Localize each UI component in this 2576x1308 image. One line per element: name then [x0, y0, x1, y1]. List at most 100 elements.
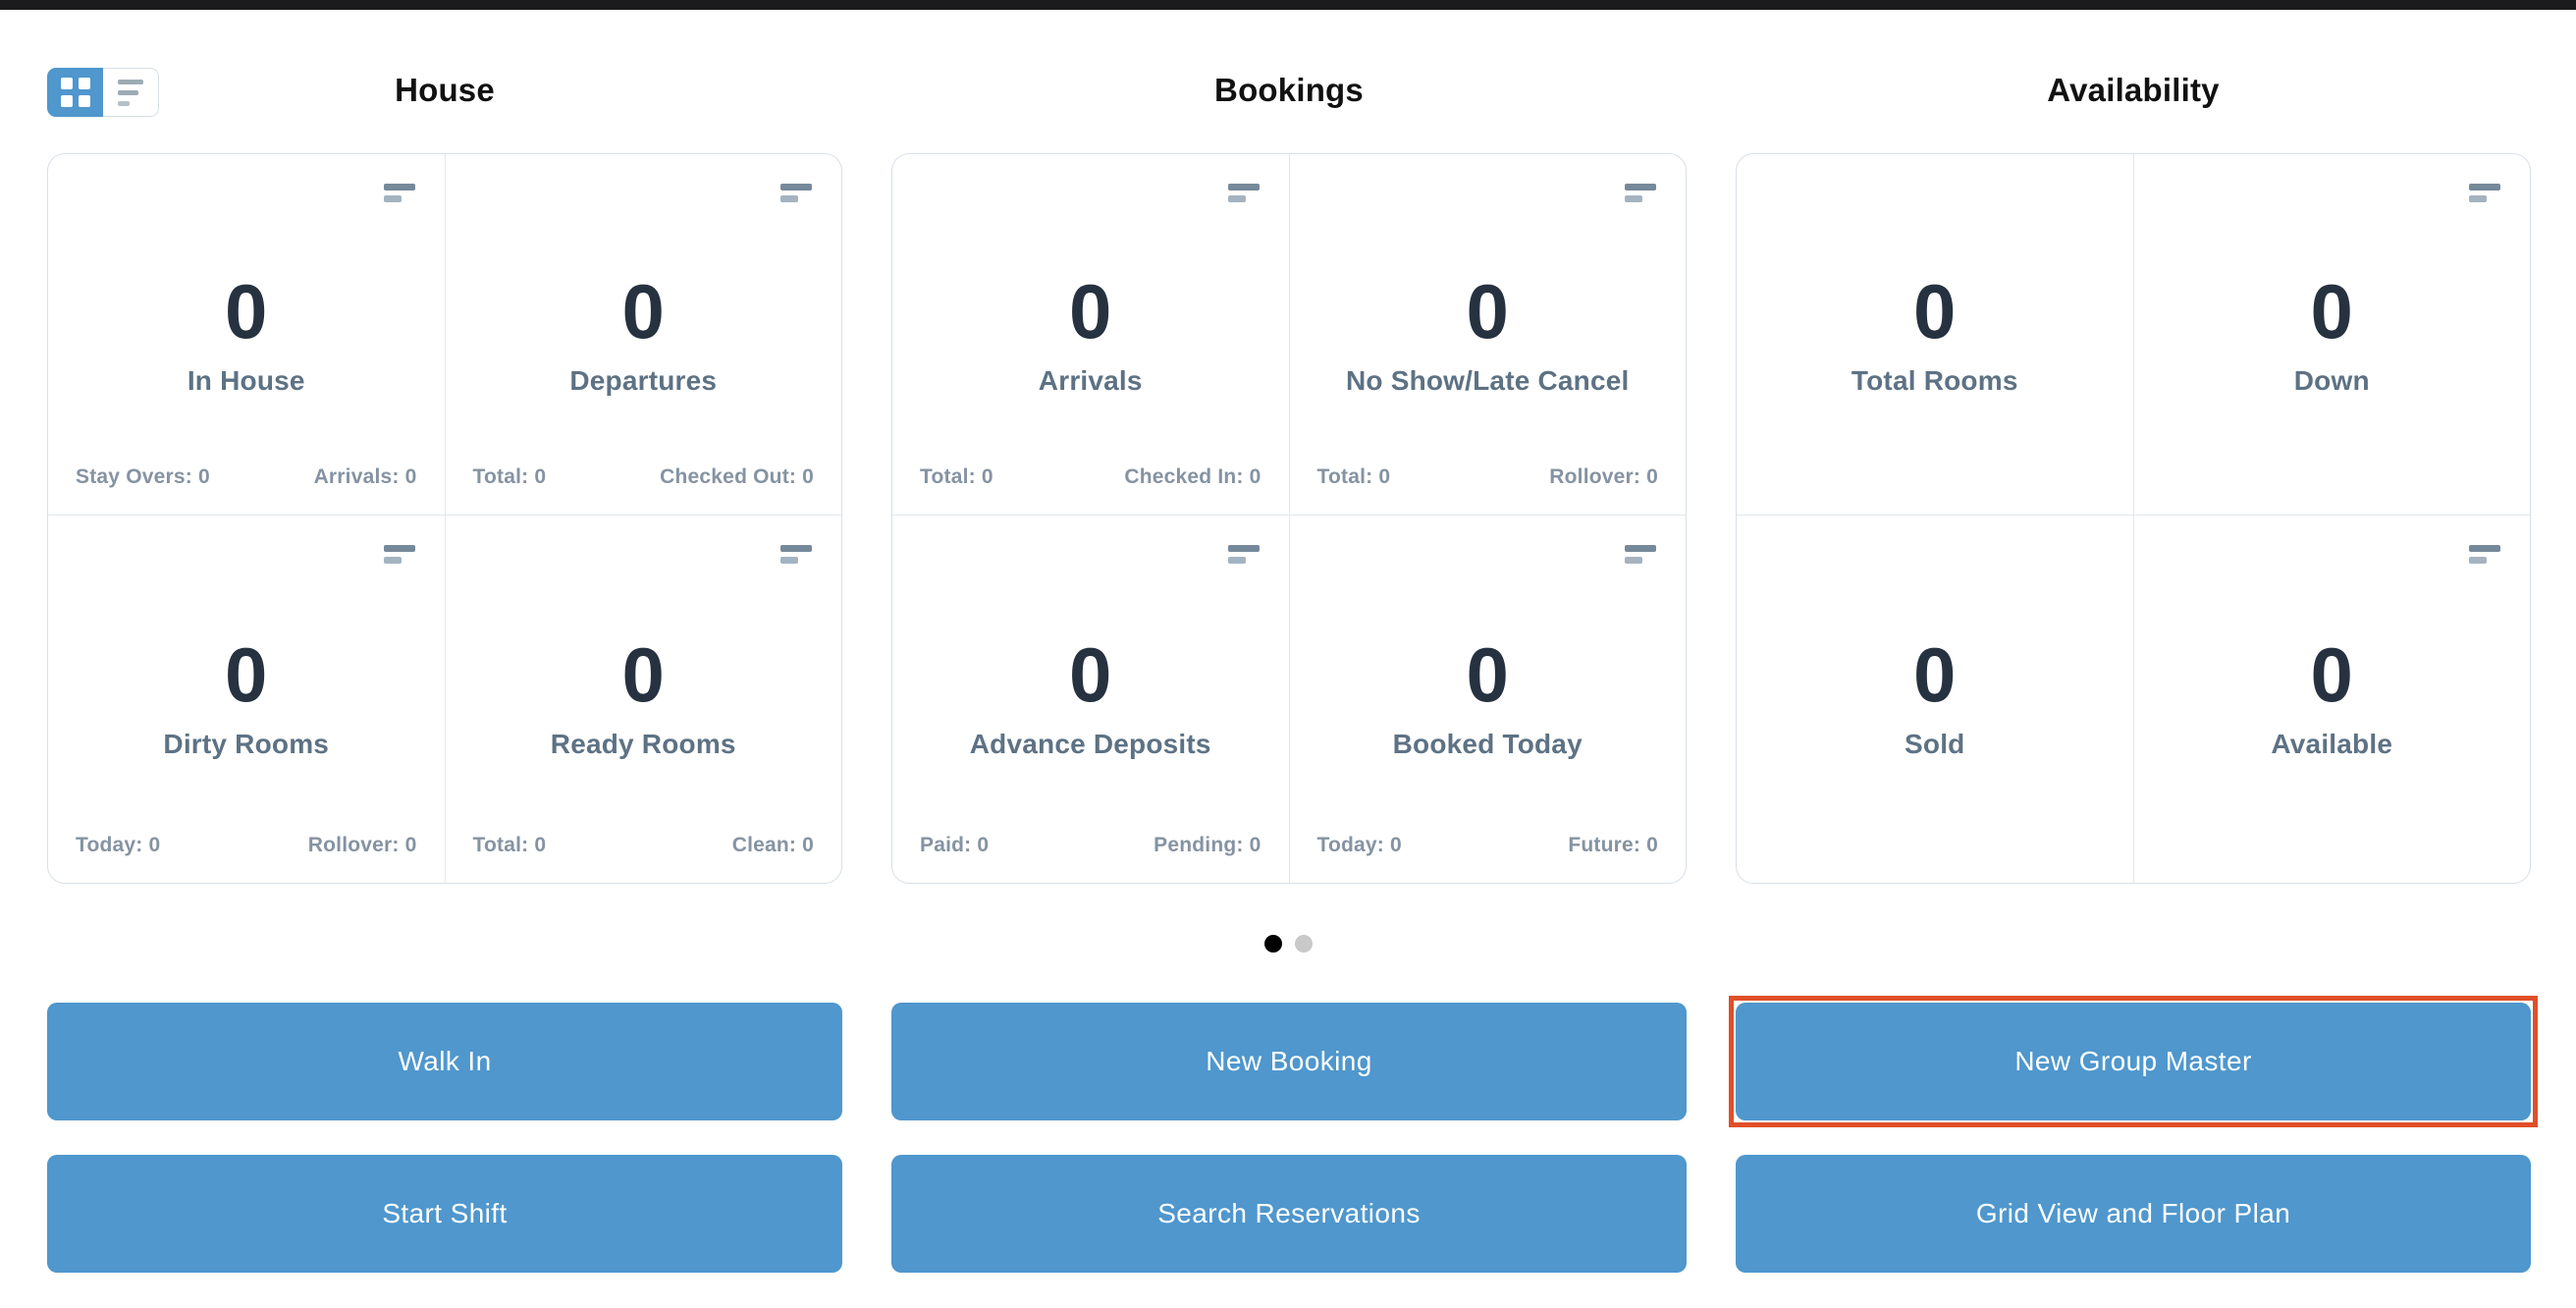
card-value: 0: [1069, 631, 1112, 719]
icon-bar: [1227, 557, 1246, 564]
icon-bar: [1625, 545, 1656, 552]
card-stat-left: Today: 0: [76, 834, 161, 856]
card-footer: Total: 0 Checked In: 0: [920, 465, 1261, 489]
group-title-house: House: [395, 72, 495, 108]
card-label: Sold: [1905, 729, 1965, 760]
card-value: 0: [621, 268, 665, 355]
card-value: 0: [225, 268, 268, 355]
card-center: 0 Available: [2134, 636, 2531, 760]
card-label: Ready Rooms: [550, 729, 736, 760]
card-footer: Today: 0 Rollover: 0: [76, 834, 417, 857]
card-value: 0: [1069, 268, 1112, 355]
stat-card-departures[interactable]: 0 Departures Total: 0 Checked Out: 0: [445, 154, 841, 515]
new-booking-button[interactable]: New Booking: [891, 1003, 1687, 1120]
card-menu-icon[interactable]: [1625, 184, 1656, 202]
card-menu-icon[interactable]: [383, 545, 415, 564]
icon-bar: [780, 195, 798, 202]
icon-bar: [1227, 545, 1260, 552]
card-stat-left: Paid: 0: [920, 834, 990, 856]
stat-card-available[interactable]: 0 Available: [2133, 516, 2531, 883]
card-label: Down: [2293, 365, 2370, 397]
walk-in-button[interactable]: Walk In: [47, 1003, 842, 1120]
new-group-master-button[interactable]: New Group Master: [1729, 996, 2538, 1127]
action-buttons: Walk In New Booking New Group Master Start …: [0, 996, 2576, 1273]
stat-card-advance-deposits[interactable]: 0 Advance Deposits Paid: 0 Pending: 0: [892, 516, 1289, 883]
card-panel-bookings: 0 Arrivals Total: 0 Checked In: 0 0 No Show/L…: [891, 153, 1687, 884]
icon-bar: [383, 557, 402, 564]
card-footer: Paid: 0 Pending: 0: [920, 834, 1261, 857]
grid-view-and-floor-plan-button[interactable]: Grid View and Floor Plan: [1736, 1155, 2531, 1273]
card-label: Departures: [569, 365, 718, 397]
group-title-availability: Availability: [2047, 72, 2220, 108]
start-shift-button[interactable]: Start Shift: [47, 1155, 842, 1273]
card-menu-icon[interactable]: [780, 184, 812, 202]
stat-card-sold[interactable]: 0 Sold: [1737, 516, 2133, 883]
stat-card-total-rooms[interactable]: 0 Total Rooms: [1737, 154, 2133, 515]
card-stat-right: Future: 0: [1568, 834, 1658, 856]
card-stat-left: Today: 0: [1316, 834, 1402, 856]
card-stat-left: Total: 0: [472, 834, 547, 856]
grid-icon-square: [78, 78, 90, 89]
card-stat-right: Rollover: 0: [1549, 465, 1658, 488]
carousel-dot-2[interactable]: [1294, 935, 1313, 953]
card-value: 0: [2310, 268, 2353, 355]
card-center: 0 Advance Deposits: [892, 636, 1289, 760]
icon-bar: [2469, 184, 2500, 191]
stat-card-in-house[interactable]: 0 In House Stay Overs: 0 Arrivals: 0: [48, 154, 445, 515]
card-footer: Total: 0 Clean: 0: [473, 834, 815, 857]
card-footer: Stay Overs: 0 Arrivals: 0: [76, 465, 417, 489]
icon-bar: [1227, 184, 1260, 191]
icon-bar: [2469, 545, 2500, 552]
icon-bar: [780, 557, 798, 564]
card-label: Arrivals: [1038, 365, 1143, 397]
stat-card-booked-today[interactable]: 0 Booked Today Today: 0 Future: 0: [1289, 516, 1686, 883]
icon-bar: [780, 184, 812, 191]
stat-card-down[interactable]: 0 Down: [2133, 154, 2531, 515]
card-stat-right: Pending: 0: [1154, 834, 1261, 856]
list-icon-bar: [118, 79, 143, 84]
stat-card-dirty-rooms[interactable]: 0 Dirty Rooms Today: 0 Rollover: 0: [48, 516, 445, 883]
card-stat-left: Total: 0: [920, 465, 993, 488]
card-value: 0: [1466, 631, 1509, 719]
card-menu-icon[interactable]: [383, 184, 415, 202]
card-value: 0: [225, 631, 268, 719]
list-view-toggle[interactable]: [103, 68, 159, 117]
icon-bar: [1625, 557, 1642, 564]
card-menu-icon[interactable]: [1625, 545, 1656, 564]
stat-card-no-show-late-cancel[interactable]: 0 No Show/Late Cancel Total: 0 Rollover: 0: [1289, 154, 1686, 515]
card-center: 0 Arrivals: [892, 273, 1289, 397]
card-menu-icon[interactable]: [780, 545, 812, 564]
card-value: 0: [1913, 631, 1957, 719]
group-title-bookings: Bookings: [1214, 72, 1364, 108]
carousel-dot-1[interactable]: [1263, 935, 1282, 953]
card-footer: Total: 0 Checked Out: 0: [473, 465, 815, 489]
icon-bar: [1625, 195, 1642, 202]
top-bar: [0, 0, 2576, 10]
card-stat-right: Checked In: 0: [1124, 465, 1261, 488]
card-stat-left: Stay Overs: 0: [76, 465, 210, 488]
group-availability: Availability 0 Total Rooms 0 Down 0 Sold 0 Avail…: [1736, 71, 2531, 884]
card-value: 0: [2310, 631, 2353, 719]
card-menu-icon[interactable]: [1227, 545, 1260, 564]
stat-card-ready-rooms[interactable]: 0 Ready Rooms Total: 0 Clean: 0: [445, 516, 841, 883]
grid-view-toggle[interactable]: [47, 68, 103, 117]
highlight-ring: [1729, 996, 2538, 1127]
card-panel-availability: 0 Total Rooms 0 Down 0 Sold 0 Available: [1736, 153, 2531, 884]
card-menu-icon[interactable]: [2469, 184, 2500, 202]
card-center: 0 Down: [2134, 273, 2531, 397]
card-label: Total Rooms: [1851, 365, 2018, 397]
stat-card-arrivals[interactable]: 0 Arrivals Total: 0 Checked In: 0: [892, 154, 1289, 515]
icon-bar: [1227, 195, 1246, 202]
card-footer: Today: 0 Future: 0: [1317, 834, 1659, 857]
card-menu-icon[interactable]: [2469, 545, 2500, 564]
card-value: 0: [1913, 268, 1957, 355]
card-menu-icon[interactable]: [1227, 184, 1260, 202]
icon-bar: [383, 184, 415, 191]
card-stat-left: Total: 0: [1316, 465, 1391, 488]
card-value: 0: [621, 631, 665, 719]
card-label: Dirty Rooms: [163, 729, 330, 760]
search-reservations-button[interactable]: Search Reservations: [891, 1155, 1687, 1273]
